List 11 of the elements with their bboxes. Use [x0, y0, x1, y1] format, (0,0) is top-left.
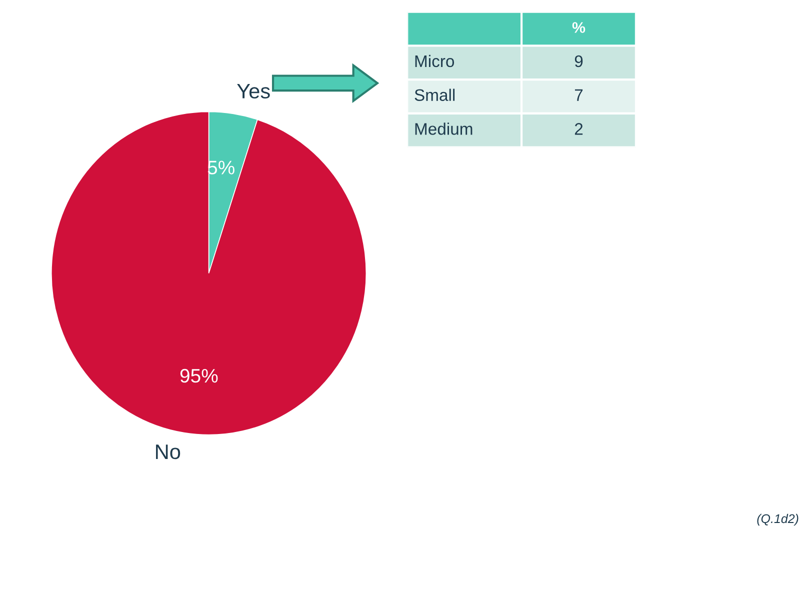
data-label: 2	[574, 123, 583, 135]
text: %	[572, 22, 586, 33]
category-label: Medium	[415, 122, 472, 135]
slice-label: Yes	[237, 84, 270, 99]
data-label: 9	[574, 55, 583, 68]
category-label: Micro	[415, 54, 454, 68]
text: (Q.1d2)	[757, 514, 798, 526]
data-label: 95%	[180, 368, 218, 383]
slice-label: No	[156, 444, 180, 460]
category-label: Small	[414, 88, 455, 101]
data-label: 7	[574, 89, 583, 101]
